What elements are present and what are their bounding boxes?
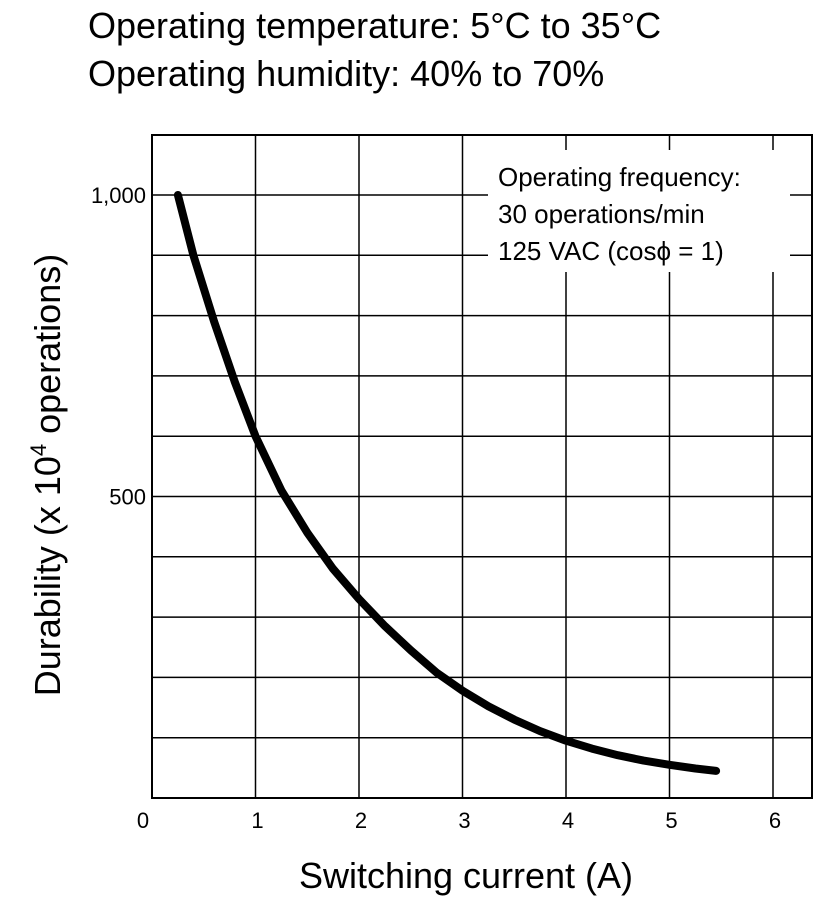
annotation-line: 125 VAC (cosϕ = 1) xyxy=(498,236,724,266)
annotation-line: 30 operations/min xyxy=(498,199,705,229)
x-tick-label: 1 xyxy=(251,808,263,833)
y-tick-labels: 500 1,000 xyxy=(91,183,146,510)
y-axis-label-tail: operations) xyxy=(27,254,68,444)
x-tick-label: 5 xyxy=(665,808,677,833)
plot-frame xyxy=(151,134,813,799)
x-tick-label: 2 xyxy=(355,808,367,833)
y-axis-label-superscript: 4 xyxy=(26,444,51,456)
chart-heading-humidity: Operating humidity: 40% to 70% xyxy=(88,53,605,94)
x-axis-label: Switching current (A) xyxy=(299,855,633,896)
annotation-line: Operating frequency: xyxy=(498,162,741,192)
operating-conditions-annotation: Operating frequency: 30 operations/min 125… xyxy=(498,162,741,266)
annotation-background xyxy=(488,150,790,272)
x-tick-label: 3 xyxy=(458,808,470,833)
chart-heading-temperature: Operating temperature: 5°C to 35°C xyxy=(88,5,662,46)
y-tick-label: 500 xyxy=(109,485,146,510)
y-axis-label: Durability (x 104 operations) xyxy=(26,254,68,696)
x-tick-label: 6 xyxy=(769,808,781,833)
durability-curve xyxy=(173,191,721,775)
y-tick-label: 1,000 xyxy=(91,183,146,208)
x-tick-label: 4 xyxy=(562,808,574,833)
grid-lines xyxy=(152,135,812,798)
x-tick-label: 0 xyxy=(137,808,149,833)
x-tick-labels: 0 1 2 3 4 5 6 xyxy=(137,808,781,833)
y-axis-label-main: Durability (x 10 xyxy=(27,456,68,696)
